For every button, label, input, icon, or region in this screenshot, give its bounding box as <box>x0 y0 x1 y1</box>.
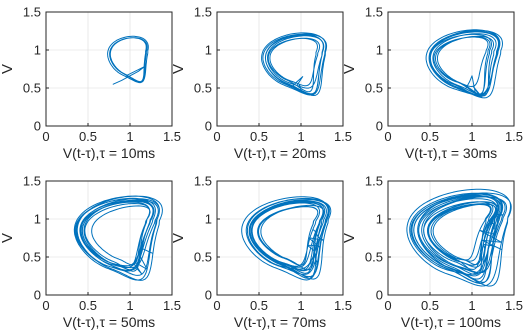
y-axis-label: V <box>341 233 358 243</box>
x-axis-label: V(t-τ),τ = 30ms <box>405 145 497 161</box>
x-tick-label: 0 <box>384 298 391 313</box>
subplot-4: 0 0.5 1 1.5 0 0.5 1 1.5 V V(t-τ),τ = 50ms <box>0 174 181 331</box>
y-tick-label: 1 <box>34 212 41 227</box>
y-tick-label: 1.5 <box>365 5 383 20</box>
x-axis-label: V(t-τ),τ = 100ms <box>401 314 501 330</box>
y-tick-label: 1 <box>376 212 383 227</box>
trajectory-line <box>107 35 149 85</box>
axes-frame <box>216 180 344 296</box>
trajectory-line <box>261 32 328 96</box>
x-tick-label: 0.5 <box>79 298 97 313</box>
y-tick-label: 0.5 <box>365 250 383 265</box>
x-tick-label: 0 <box>42 298 49 313</box>
y-axis-label: V <box>0 64 16 74</box>
y-tick-label: 0 <box>34 288 41 303</box>
x-tick-label: 1.5 <box>505 129 523 144</box>
axes-frame <box>45 180 173 296</box>
x-tick-label: 1 <box>468 129 475 144</box>
x-tick-label: 0.5 <box>250 298 268 313</box>
trajectory-line <box>241 196 332 281</box>
subplot-1: 0 0.5 1 1.5 0 0.5 1 1.5 V V(t-τ),τ = 10ms <box>0 5 181 162</box>
x-tick-label: 0.5 <box>79 129 97 144</box>
x-tick-label: 1.5 <box>334 298 352 313</box>
y-tick-label: 1 <box>205 43 212 58</box>
y-tick-label: 1 <box>376 43 383 58</box>
y-tick-label: 1.5 <box>23 5 41 20</box>
y-tick-label: 1.5 <box>194 5 212 20</box>
y-tick-label: 0 <box>205 119 212 134</box>
subplot-5: 0 0.5 1 1.5 0 0.5 1 1.5 V V(t-τ),τ = 70ms <box>170 174 352 331</box>
y-tick-label: 0 <box>376 288 383 303</box>
x-tick-label: 0 <box>213 298 220 313</box>
y-axis-label: V <box>170 233 187 243</box>
x-tick-label: 0 <box>384 129 391 144</box>
x-tick-label: 1 <box>126 129 133 144</box>
y-tick-label: 0 <box>376 119 383 134</box>
y-tick-label: 1.5 <box>365 174 383 189</box>
y-axis-label: V <box>170 64 187 74</box>
axes-frame <box>387 180 515 296</box>
x-tick-label: 0.5 <box>250 129 268 144</box>
axes-frame <box>45 11 173 127</box>
trajectory-line <box>73 195 163 281</box>
x-tick-label: 1 <box>126 298 133 313</box>
y-tick-label: 0.5 <box>194 250 212 265</box>
x-axis-label: V(t-τ),τ = 10ms <box>63 145 155 161</box>
x-axis-label: V(t-τ),τ = 70ms <box>234 314 326 330</box>
subplot-6: 0 0.5 1 1.5 0 0.5 1 1.5 V V(t-τ),τ = 100ms <box>341 174 523 331</box>
y-tick-label: 1 <box>34 43 41 58</box>
axes-frame <box>387 11 515 127</box>
x-tick-label: 0 <box>213 129 220 144</box>
x-axis-label: V(t-τ),τ = 20ms <box>234 145 326 161</box>
trajectory-line <box>406 188 512 287</box>
x-tick-label: 1 <box>468 298 475 313</box>
y-tick-label: 0.5 <box>23 81 41 96</box>
y-tick-label: 0.5 <box>194 81 212 96</box>
y-axis-label: V <box>341 64 358 74</box>
x-tick-label: 1.5 <box>163 298 181 313</box>
x-axis-label: V(t-τ),τ = 50ms <box>63 314 155 330</box>
y-tick-label: 1.5 <box>23 174 41 189</box>
trajectory-line <box>425 29 503 99</box>
subplot-2: 0 0.5 1 1.5 0 0.5 1 1.5 V V(t-τ),τ = 20ms <box>170 5 352 162</box>
x-tick-label: 1 <box>297 298 304 313</box>
y-tick-label: 1 <box>205 212 212 227</box>
x-tick-label: 0 <box>42 129 49 144</box>
x-tick-label: 1 <box>297 129 304 144</box>
x-tick-label: 1.5 <box>505 298 523 313</box>
x-tick-label: 1.5 <box>163 129 181 144</box>
axes-frame <box>216 11 344 127</box>
x-tick-label: 0.5 <box>421 298 439 313</box>
y-tick-label: 0.5 <box>23 250 41 265</box>
y-tick-label: 0 <box>205 288 212 303</box>
subplot-3: 0 0.5 1 1.5 0 0.5 1 1.5 V V(t-τ),τ = 30ms <box>341 5 523 162</box>
y-tick-label: 1.5 <box>194 174 212 189</box>
y-tick-label: 0.5 <box>365 81 383 96</box>
x-tick-label: 0.5 <box>421 129 439 144</box>
x-tick-label: 1.5 <box>334 129 352 144</box>
y-axis-label: V <box>0 233 16 243</box>
y-tick-label: 0 <box>34 119 41 134</box>
